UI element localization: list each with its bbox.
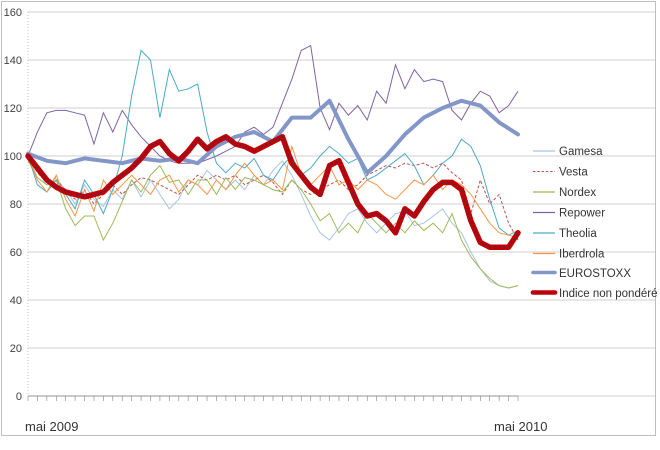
svg-text:60: 60 [10, 247, 22, 259]
svg-text:EUROSTOXX: EUROSTOXX [559, 268, 631, 280]
svg-text:0: 0 [16, 391, 22, 403]
svg-text:Indice non pondéré: Indice non pondéré [559, 288, 657, 300]
svg-text:80: 80 [10, 199, 22, 211]
svg-text:20: 20 [10, 343, 22, 355]
svg-text:Theolia: Theolia [559, 228, 597, 240]
svg-text:Gamesa: Gamesa [559, 146, 603, 158]
svg-text:mai 2010: mai 2010 [494, 419, 547, 434]
svg-text:Repower: Repower [559, 208, 605, 220]
svg-text:160: 160 [4, 7, 22, 19]
svg-text:mai 2009: mai 2009 [25, 419, 78, 434]
svg-text:Iberdrola: Iberdrola [559, 249, 605, 261]
svg-text:Nordex: Nordex [559, 187, 596, 199]
svg-text:Vesta: Vesta [559, 167, 588, 179]
svg-text:100: 100 [4, 151, 22, 163]
svg-text:120: 120 [4, 103, 22, 115]
svg-text:40: 40 [10, 295, 22, 307]
svg-text:140: 140 [4, 55, 22, 67]
